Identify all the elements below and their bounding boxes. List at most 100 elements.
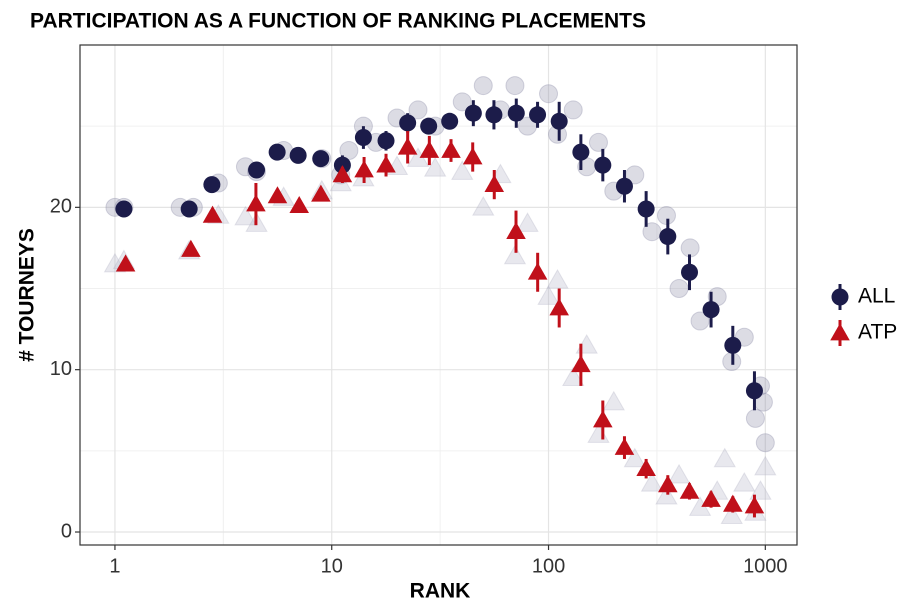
point <box>397 137 418 155</box>
point <box>289 146 307 164</box>
legend-label: ATP <box>858 321 897 344</box>
point <box>529 106 547 124</box>
point <box>507 104 525 122</box>
background-point <box>408 100 428 120</box>
plot-border <box>79 44 798 546</box>
point <box>246 194 266 212</box>
x-tick-label: 100 <box>532 555 565 577</box>
point <box>289 195 309 214</box>
point <box>354 160 374 178</box>
point <box>744 496 765 514</box>
point <box>636 458 656 477</box>
background-point <box>745 408 765 428</box>
x-tick-label: 1 <box>109 555 120 577</box>
point <box>484 174 505 192</box>
background-point <box>505 76 525 96</box>
point <box>679 481 700 499</box>
background-point <box>669 279 689 299</box>
point <box>420 117 438 135</box>
x-tick-label: 10 <box>321 555 343 577</box>
point <box>615 177 633 195</box>
background-point <box>452 92 472 112</box>
point <box>377 132 395 150</box>
background-point <box>472 195 495 216</box>
point <box>462 147 483 165</box>
point <box>181 239 201 257</box>
background-point <box>733 471 756 492</box>
point <box>203 176 221 194</box>
background-point <box>539 84 559 104</box>
background-point <box>423 157 447 177</box>
chart-title: PARTICIPATION AS A FUNCTION OF RANKING P… <box>30 10 646 33</box>
point <box>681 263 699 281</box>
point <box>572 143 590 161</box>
point <box>614 437 635 455</box>
point <box>724 336 742 354</box>
point <box>202 205 223 223</box>
point <box>506 221 526 240</box>
point <box>312 150 330 168</box>
background-point <box>588 132 608 152</box>
legend-key <box>831 288 849 306</box>
legend-key <box>830 323 850 341</box>
background-point <box>503 244 527 265</box>
background-point <box>680 238 700 258</box>
point <box>594 156 612 174</box>
point <box>658 475 678 493</box>
background-point <box>667 463 691 484</box>
point <box>701 489 721 507</box>
point <box>723 494 743 512</box>
point <box>659 228 677 246</box>
background-point <box>339 141 359 161</box>
point <box>549 298 569 316</box>
background-point <box>602 390 625 411</box>
point <box>248 161 266 179</box>
point <box>268 143 286 161</box>
background-point <box>640 471 664 492</box>
point <box>115 254 136 272</box>
point <box>571 355 591 373</box>
point <box>354 129 372 147</box>
background-point <box>754 455 777 476</box>
background-point <box>690 311 710 331</box>
x-tick-label: 1000 <box>743 555 788 577</box>
point <box>593 410 613 428</box>
point <box>441 112 459 130</box>
point <box>441 140 461 158</box>
point <box>332 165 353 183</box>
point <box>485 106 503 124</box>
background-point <box>655 484 678 505</box>
point <box>702 301 720 319</box>
background-point <box>749 480 772 500</box>
background-point <box>537 285 560 305</box>
background-point <box>563 100 583 120</box>
background-point <box>623 447 647 468</box>
background-point <box>473 76 493 96</box>
point <box>115 200 133 218</box>
point <box>637 200 655 218</box>
point <box>464 104 482 122</box>
background-point <box>234 205 257 226</box>
background-point <box>713 447 736 468</box>
point <box>180 200 198 218</box>
x-axis-label: RANK <box>410 580 471 603</box>
y-axis-label: # TOURNEYS <box>16 228 39 362</box>
point <box>267 186 288 204</box>
background-point <box>755 433 775 453</box>
point <box>550 112 568 130</box>
background-point <box>546 269 569 289</box>
point <box>745 382 763 400</box>
background-point <box>720 504 743 525</box>
point <box>419 140 440 158</box>
point <box>527 262 548 280</box>
plot-background <box>80 45 797 545</box>
point <box>311 184 331 202</box>
background-point <box>562 366 585 387</box>
y-tick-label: 20 <box>50 196 72 218</box>
legend-label: ALL <box>858 285 895 308</box>
y-tick-label: 10 <box>50 358 72 380</box>
point <box>399 114 417 132</box>
point <box>376 155 396 173</box>
y-tick-label: 0 <box>61 520 72 542</box>
